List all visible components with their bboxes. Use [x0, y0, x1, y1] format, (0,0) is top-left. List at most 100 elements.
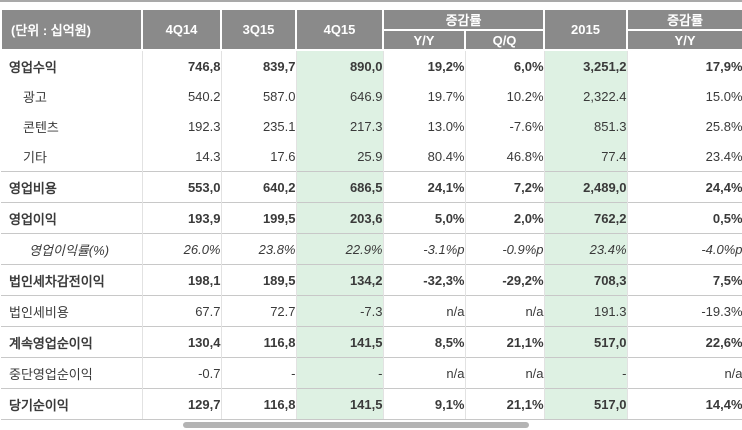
value-cell-yy: -32,3% [382, 264, 465, 296]
value-cell-4q14: 130,4 [141, 326, 221, 358]
table-row: 영업수익 746,8 839,7 890,0 19,2% 6,0% 3,251,2 17,9% [1, 50, 742, 81]
table-row: 법인세차감전이익 198,1 189,5 134,2 -32,3% -29,2% 708,3… [1, 264, 742, 296]
value-cell-4q15: 25.9 [295, 141, 383, 172]
value-cell-4q15: 686,5 [295, 171, 383, 203]
value-cell-4q15: - [295, 357, 383, 389]
value-cell-yy-annual: 15.0% [626, 81, 742, 111]
value-cell-qq: 10.2% [464, 81, 545, 111]
col-header-yy-annual: Y/Y [626, 29, 742, 51]
value-cell-4q15: 646.9 [295, 81, 383, 111]
value-cell-yy: 24,1% [382, 171, 465, 203]
table-row: 법인세비용 67.7 72.7 -7.3 n/a n/a 191.3 -19.3% [1, 295, 742, 327]
value-cell-yy: 8,5% [382, 326, 465, 358]
value-cell-3q15: 839,7 [220, 50, 296, 81]
value-cell-qq: 21,1% [464, 326, 545, 358]
row-label: 영업수익 [9, 59, 57, 75]
value-cell-2015: 851.3 [543, 111, 628, 141]
row-label: 중단영업순이익 [1, 357, 142, 389]
table-row: 광고 540.2 587.0 646.9 19.7% 10.2% 2,322.4 15.0% [1, 81, 742, 111]
value-cell-2015: 2,322.4 [543, 81, 628, 111]
value-cell-4q14: 129,7 [141, 388, 221, 420]
value-cell-qq: 6,0% [464, 50, 545, 81]
col-header-qq: Q/Q [463, 29, 546, 51]
table-row: 영업이익 193,9 199,5 203,6 5,0% 2,0% 762,2 0,5% [1, 202, 742, 234]
value-cell-4q14: 746,8 [141, 50, 221, 81]
row-label: 영업이익 [1, 202, 142, 234]
value-cell-qq: -7.6% [464, 111, 545, 141]
value-cell-qq: 7,2% [464, 171, 545, 203]
value-cell-4q15: 203,6 [295, 202, 383, 234]
value-cell-qq: 46.8% [464, 141, 545, 172]
table-row: 중단영업순이익 -0.7- - n/a n/a - n/a [1, 357, 742, 389]
row-label: 법인세비용 [1, 295, 142, 327]
table-row: 영업비용 553,0 640,2 686,5 24,1% 7,2% 2,489,0 24,4% [1, 171, 742, 203]
value-cell-3q15: 116,8 [220, 388, 296, 420]
row-label: 계속영업순이익 [1, 326, 142, 358]
value-cell-qq: n/a [464, 357, 545, 389]
unit-label: (단위 : 십억원) [0, 8, 143, 51]
value-cell-qq: 2,0% [464, 202, 545, 234]
value-cell-2015: 2,489,0 [543, 171, 628, 203]
value-cell-3q15: 640,2 [220, 171, 296, 203]
value-cell-yy: 13.0% [382, 111, 465, 141]
col-header-3q15: 3Q15 [220, 8, 297, 51]
value-cell-3q15: 72.7 [220, 295, 296, 327]
financial-results-table: (단위 : 십억원) 4Q14 3Q15 4Q15 증감률 2015 증감률 Y… [0, 8, 742, 420]
row-label: 영업비용 [1, 171, 142, 203]
value-cell-yy: 19,2% [382, 50, 465, 81]
value-cell-yy-annual: 14,4% [626, 388, 742, 420]
value-cell-2015: 77.4 [543, 141, 628, 172]
horizontal-scrollbar-thumb[interactable] [183, 422, 529, 428]
value-cell-4q14: 192.3 [141, 111, 221, 141]
value-cell-4q14: 198,1 [141, 264, 221, 296]
value-cell-yy-annual: 17,9% [626, 50, 742, 81]
row-label: 콘텐츠 [23, 119, 59, 135]
value-cell-4q15: 141,5 [295, 388, 383, 420]
value-cell-4q15: 134,2 [295, 264, 383, 296]
value-cell-4q14: 14.3 [141, 141, 221, 172]
value-cell-yy-annual: 25.8% [626, 111, 742, 141]
value-cell-yy: n/a [382, 295, 465, 327]
value-cell-yy-annual: 7,5% [626, 264, 742, 296]
table-row: 기타 14.3 17.6 25.9 80.4% 46.8% 77.4 23.4% [1, 141, 742, 172]
value-cell-yy-annual: 24,4% [626, 171, 742, 203]
value-cell-qq: 21,1% [464, 388, 545, 420]
value-cell-yy-annual: 22,6% [626, 326, 742, 358]
value-cell-qq: -29,2% [464, 264, 545, 296]
value-cell-yy: n/a [382, 357, 465, 389]
col-header-2015: 2015 [543, 8, 629, 51]
value-cell-4q14: -0.7 [141, 357, 221, 389]
table-row: 영업이익률(%) 26.0% 23.8% 22.9% -3.1%p -0.9%p 23.4%… [1, 233, 742, 265]
value-cell-2015: 23.4% [543, 233, 628, 265]
value-cell-2015: 762,2 [543, 202, 628, 234]
col-header-growth-annual: 증감률 [626, 8, 742, 31]
top-divider [0, 0, 742, 2]
row-label: 법인세차감전이익 [1, 264, 142, 296]
value-cell-yy-annual: n/a [626, 357, 742, 389]
value-cell-4q15: 217.3 [295, 111, 383, 141]
value-cell-2015: 708,3 [543, 264, 628, 296]
table-header: (단위 : 십억원) 4Q14 3Q15 4Q15 증감률 2015 증감률 Y… [0, 8, 742, 51]
value-cell-4q15: 22.9% [295, 233, 383, 265]
value-cell-4q14: 67.7 [141, 295, 221, 327]
value-cell-yy-annual: 0,5% [626, 202, 742, 234]
value-cell-3q15: 189,5 [220, 264, 296, 296]
col-header-yy: Y/Y [382, 29, 466, 51]
value-cell-yy-annual: -19.3% [626, 295, 742, 327]
col-header-4q15: 4Q15 [295, 8, 384, 51]
value-cell-3q15: 17.6 [220, 141, 296, 172]
value-cell-yy-annual: 23.4% [626, 141, 742, 172]
value-cell-2015: - [543, 357, 628, 389]
value-cell-3q15: 235.1 [220, 111, 296, 141]
value-cell-3q15: 23.8% [220, 233, 296, 265]
value-cell-yy: 19.7% [382, 81, 465, 111]
col-header-growth-quarterly: 증감률 [381, 8, 546, 31]
value-cell-3q15: 199,5 [220, 202, 296, 234]
value-cell-3q15: 587.0 [220, 81, 296, 111]
value-cell-4q14: 553,0 [141, 171, 221, 203]
row-label: 당기순이익 [1, 388, 142, 420]
value-cell-4q14: 540.2 [141, 81, 221, 111]
value-cell-qq: -0.9%p [464, 233, 545, 265]
value-cell-2015: 517,0 [543, 388, 628, 420]
